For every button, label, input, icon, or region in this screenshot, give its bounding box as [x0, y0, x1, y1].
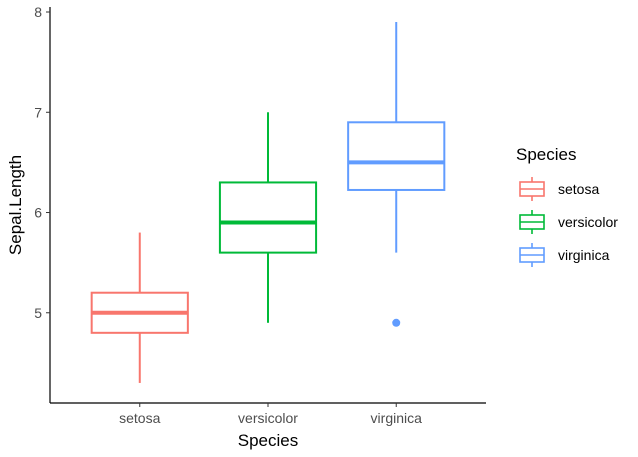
- legend-item-versicolor: versicolor: [519, 210, 618, 234]
- box-body: [218, 181, 318, 254]
- legend-label: versicolor: [558, 214, 618, 230]
- plot-area: [90, 22, 446, 383]
- box-versicolor: [218, 112, 318, 323]
- y-tick-label: 7: [34, 104, 42, 120]
- box-body: [347, 121, 446, 191]
- y-axis-title: Sepal.Length: [6, 155, 25, 255]
- x-tick-label: versicolor: [238, 410, 298, 426]
- x-tick-label: setosa: [119, 410, 160, 426]
- legend-label: virginica: [558, 247, 610, 263]
- legend-title: Species: [516, 145, 576, 164]
- legend-label: setosa: [558, 181, 599, 197]
- x-axis-ticks: setosa versicolor virginica: [119, 403, 422, 426]
- box-setosa: [90, 232, 189, 383]
- legend-item-virginica: virginica: [519, 243, 610, 267]
- y-tick-label: 8: [34, 4, 42, 20]
- y-tick-label: 5: [34, 305, 42, 321]
- box-virginica: [347, 22, 446, 327]
- legend-item-setosa: setosa: [519, 177, 599, 201]
- x-tick-label: virginica: [371, 410, 423, 426]
- outlier-point: [392, 318, 401, 327]
- x-axis-title: Species: [238, 431, 298, 450]
- y-axis-ticks: 5 6 7 8: [34, 4, 50, 321]
- y-tick-label: 6: [34, 205, 42, 221]
- legend: Species setosa versicolor virginica: [516, 145, 618, 267]
